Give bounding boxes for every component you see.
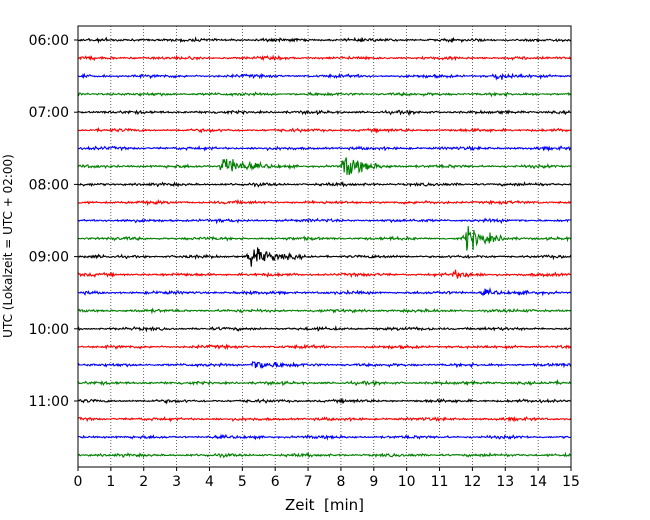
trace-0845	[78, 226, 572, 251]
x-tick-label-5: 5	[238, 474, 247, 490]
trace-0645	[77, 91, 572, 98]
trace-1145	[77, 451, 572, 459]
trace-0630	[77, 72, 572, 81]
x-tick-label-10: 10	[398, 474, 416, 490]
trace-1100	[77, 397, 572, 405]
x-tick-label-2: 2	[139, 474, 148, 490]
trace-0615	[77, 54, 572, 62]
y-axis-ticks: 06:00 07:00 08:00 09:00 10:00 11:00	[29, 33, 78, 410]
x-tick-label-13: 13	[496, 474, 514, 490]
trace-1015	[77, 343, 572, 351]
trace-0830	[77, 217, 572, 225]
x-tick-label-11: 11	[431, 474, 449, 490]
y-tick-label-0800: 08:00	[29, 177, 69, 193]
trace-1000	[77, 325, 572, 333]
x-tick-label-3: 3	[172, 474, 181, 490]
trace-0815	[77, 198, 572, 207]
trace-1030	[77, 361, 572, 369]
y-tick-label-0900: 09:00	[29, 250, 69, 266]
seismogram-traces	[77, 36, 572, 459]
x-tick-label-6: 6	[271, 474, 280, 490]
x-axis-ticks: 0 1 2 3 4 5 6 7 8 9 10 11 12 13 14 15	[74, 467, 580, 490]
y-tick-label-1000: 10:00	[29, 322, 69, 338]
trace-0900	[77, 247, 572, 267]
x-tick-label-15: 15	[562, 474, 580, 490]
x-tick-label-1: 1	[106, 474, 115, 490]
plot-frame	[77, 25, 572, 468]
x-tick-label-4: 4	[205, 474, 214, 490]
y-tick-label-0600: 06:00	[29, 33, 69, 49]
x-tick-label-7: 7	[304, 474, 313, 490]
x-tick-label-14: 14	[529, 474, 547, 490]
trace-0700	[77, 109, 572, 117]
trace-0745	[77, 157, 572, 176]
y-axis-label: UTC (Lokalzeit = UTC + 02:00)	[1, 154, 15, 338]
y-tick-label-1100: 11:00	[29, 394, 69, 410]
x-axis-label: Zeit [min]	[285, 496, 364, 514]
trace-0800	[77, 180, 572, 188]
x-tick-label-9: 9	[369, 474, 378, 490]
x-tick-label-12: 12	[463, 474, 481, 490]
trace-0600	[77, 36, 572, 44]
trace-0715	[77, 126, 571, 134]
x-tick-label-8: 8	[336, 474, 345, 490]
trace-0730	[78, 145, 572, 152]
trace-0915	[77, 269, 572, 279]
y-tick-label-0700: 07:00	[29, 105, 69, 121]
trace-1115	[77, 415, 572, 423]
trace-0930	[77, 287, 572, 297]
trace-0945	[77, 307, 572, 315]
x-tick-label-0: 0	[74, 474, 83, 490]
trace-1130	[77, 433, 572, 441]
trace-1045	[77, 378, 572, 387]
